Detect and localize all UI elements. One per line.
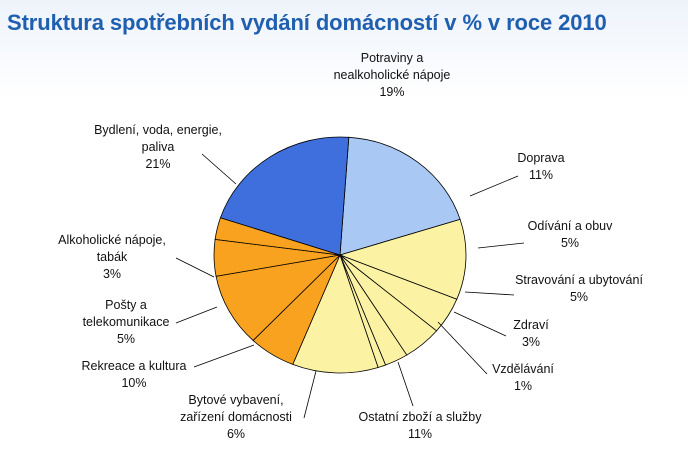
- leader-line: [437, 321, 488, 375]
- pie-slice: [292, 253, 379, 374]
- slice-name-label: Vzdělávání: [492, 362, 554, 376]
- slice-label: Rekreace a kultura 10%: [82, 359, 187, 390]
- slice-label: Alkoholické nápoje, tabák 3%: [58, 233, 166, 281]
- slice-label: Stravování a ubytování 5%: [515, 273, 643, 304]
- slice-name-label: paliva: [142, 140, 175, 154]
- leader-line: [477, 242, 525, 249]
- slice-percent-label: 5%: [117, 332, 135, 346]
- slice-percent-label: 3%: [103, 267, 121, 281]
- slice-name-label: Pošty a: [105, 298, 147, 312]
- slice-label: Zdraví 3%: [513, 318, 549, 349]
- slice-percent-label: 21%: [145, 157, 170, 171]
- slice-percent-label: 19%: [379, 85, 404, 99]
- slice-name-label: Bytové vybavení,: [188, 393, 283, 407]
- slice-label: Bydlení, voda, energie, paliva 21%: [94, 123, 222, 171]
- leader-lines: [175, 153, 525, 419]
- slice-percent-label: 11%: [408, 427, 432, 441]
- slice-percent-label: 10%: [121, 376, 146, 390]
- slice-percent-label: 5%: [570, 290, 588, 304]
- slice-labels: Potraviny a nealkoholické nápoje 19% Doprav…: [58, 51, 643, 441]
- leader-line: [453, 311, 507, 337]
- slice-percent-label: 5%: [561, 236, 579, 250]
- leader-line: [303, 370, 317, 419]
- leader-line: [469, 175, 519, 197]
- slice-label: Odívání a obuv 5%: [528, 219, 614, 250]
- slice-name-label: Doprava: [517, 151, 564, 165]
- slice-name-label: tabák: [97, 250, 128, 264]
- slice-percent-label: 1%: [514, 379, 532, 393]
- slice-label: Pošty a telekomunikace 5%: [83, 298, 170, 346]
- slice-percent-label: 6%: [227, 427, 245, 441]
- slice-name-label: Ostatní zboží a služby: [359, 410, 483, 424]
- slice-label: Vzdělávání 1%: [492, 362, 554, 393]
- leader-line: [464, 291, 515, 296]
- pie-slices: [213, 136, 467, 374]
- pie-slice: [219, 136, 350, 256]
- slice-percent-label: 3%: [522, 335, 540, 349]
- slice-name-label: Bydlení, voda, energie,: [94, 123, 222, 137]
- leader-line: [175, 306, 218, 324]
- chart-title: Struktura spotřebních vydání domácností …: [7, 10, 607, 35]
- leader-line: [193, 344, 255, 368]
- slice-name-label: nealkoholické nápoje: [334, 68, 451, 82]
- slice-percent-label: 11%: [529, 168, 553, 182]
- slice-name-label: Stravování a ubytování: [515, 273, 643, 287]
- slice-name-label: Zdraví: [513, 318, 549, 332]
- slice-name-label: Alkoholické nápoje,: [58, 233, 166, 247]
- slice-name-label: Odívání a obuv: [528, 219, 614, 233]
- slice-label: Ostatní zboží a služby 11%: [359, 410, 483, 441]
- slice-name-label: zařízení domácnosti: [180, 410, 292, 424]
- slice-name-label: telekomunikace: [83, 315, 170, 329]
- pie-slice: [338, 218, 467, 300]
- slice-label: Doprava 11%: [517, 151, 564, 182]
- leader-line: [201, 153, 237, 185]
- pie-slice: [215, 254, 342, 341]
- leader-line: [397, 361, 414, 407]
- pie-slice: [339, 136, 461, 256]
- leader-line: [175, 257, 215, 278]
- slice-label: Potraviny a nealkoholické nápoje 19%: [334, 51, 451, 99]
- slice-name-label: Potraviny a: [361, 51, 424, 65]
- slice-name-label: Rekreace a kultura: [82, 359, 187, 373]
- slice-label: Bytové vybavení, zařízení domácnosti 6%: [180, 393, 292, 441]
